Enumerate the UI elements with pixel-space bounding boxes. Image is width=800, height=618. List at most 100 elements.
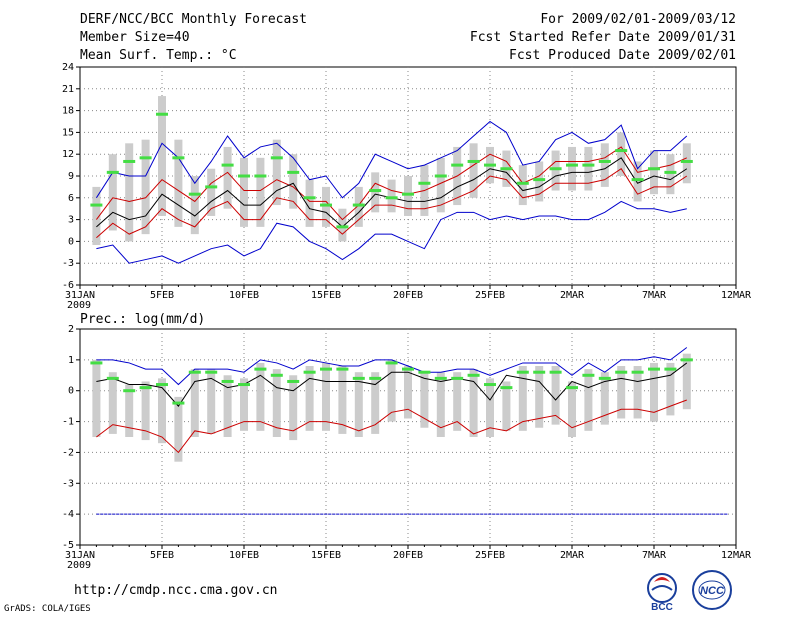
spread-box (223, 375, 232, 437)
spread-box (486, 378, 494, 437)
y-tick-label: -4 (62, 509, 74, 520)
spread-box (371, 372, 380, 434)
spread-box (322, 362, 330, 431)
spread-box (535, 366, 544, 428)
spread-box (305, 366, 314, 431)
bcc-logo: BCC (647, 573, 677, 613)
x-tick-label: 20FEB (393, 290, 423, 301)
y-tick-label: -3 (62, 258, 74, 269)
x-tick-label: 15FEB (311, 550, 341, 561)
spread-box (404, 176, 412, 216)
spread-box (568, 381, 576, 437)
spread-box (568, 146, 576, 191)
y-tick-label: 6 (68, 193, 74, 204)
y-tick-label: 2 (68, 324, 74, 335)
y-tick-label: -6 (62, 280, 74, 291)
spread-box (354, 372, 363, 437)
series-mean_plus (96, 146, 688, 221)
forecast-period: For 2009/02/01-2009/03/12 (540, 12, 736, 27)
member-size: Member Size=40 (80, 30, 190, 45)
x-tick-label: 31JAN (65, 290, 95, 301)
spread-box (551, 366, 560, 425)
spread-box (387, 179, 396, 213)
spread-box (256, 362, 265, 431)
source-url[interactable]: http://cmdp.ncc.cma.gov.cn (74, 583, 278, 598)
x-tick-label: 2MAR (560, 290, 585, 301)
spread-box (158, 96, 166, 216)
y-tick-label: 24 (62, 62, 74, 73)
series-max (95, 120, 688, 199)
spread-box (108, 154, 117, 231)
spread-box (551, 150, 560, 191)
spread-box (289, 154, 298, 209)
spread-box (535, 161, 544, 202)
year-label: 2009 (67, 560, 91, 571)
spread-box (305, 179, 314, 227)
spread-box (354, 186, 363, 227)
x-tick-label: 20FEB (393, 550, 423, 561)
ncc-logo: NCC (692, 570, 732, 610)
x-tick-label: 10FEB (229, 290, 259, 301)
spread-box (518, 366, 527, 431)
x-tick-label: 2MAR (560, 550, 585, 561)
x-tick-label: 7MAR (642, 550, 667, 561)
y-tick-label: 15 (62, 127, 74, 138)
y-tick-label: 18 (62, 106, 74, 117)
series-min (96, 200, 687, 264)
series-mean (96, 362, 688, 407)
spread-box (600, 372, 609, 425)
chart-title: DERF/NCC/BCC Monthly Forecast (80, 12, 307, 27)
spread-box (240, 378, 248, 431)
forecast-started: Fcst Started Refer Date 2009/01/31 (469, 30, 736, 45)
spread-box (174, 396, 183, 462)
spread-box (420, 372, 429, 428)
spread-box (108, 372, 117, 434)
spread-box (666, 362, 675, 416)
spread-box (240, 157, 248, 227)
spread-box (223, 146, 232, 209)
spread-box (682, 143, 691, 184)
spread-box (404, 366, 412, 419)
bcc-logo-text: BCC (651, 602, 673, 613)
spread-box (682, 353, 691, 410)
spread-box (650, 150, 658, 195)
ncc-logo-text: NCC (700, 585, 725, 597)
spread-box (502, 381, 511, 431)
grads-credit: GrADS: COLA/IGES (4, 604, 91, 614)
spread-box (633, 366, 642, 419)
spread-box (190, 176, 199, 235)
spread-box (141, 381, 150, 441)
spread-box (436, 372, 445, 437)
spread-box (207, 168, 216, 216)
forecast-produced: Fcst Produced Date 2009/02/01 (509, 48, 736, 63)
y-tick-label: 3 (68, 215, 74, 226)
spread-box (469, 369, 478, 437)
x-tick-label: 12MAR (721, 290, 752, 301)
spread-box (289, 375, 298, 441)
y-tick-label: -3 (62, 478, 74, 489)
spread-box (141, 139, 150, 235)
spread-box (453, 372, 462, 431)
spread-box (518, 165, 527, 206)
spread-box (158, 378, 166, 444)
y-tick-label: -2 (62, 447, 74, 458)
spread-box (190, 369, 199, 437)
spread-box (650, 362, 658, 422)
y-tick-label: 0 (68, 386, 74, 397)
spread-box (584, 146, 593, 191)
y-tick-label: -1 (62, 417, 74, 428)
spread-box (633, 161, 642, 202)
x-tick-label: 10FEB (229, 550, 259, 561)
spread-box (207, 369, 216, 434)
spread-box (256, 157, 265, 227)
variable-label: Mean Surf. Temp.: °C (80, 48, 237, 63)
series-min (96, 399, 687, 454)
spread-box (617, 132, 626, 176)
spread-box (338, 208, 347, 242)
spread-box (600, 143, 609, 187)
y-tick-label: -5 (62, 540, 74, 551)
spread-box (322, 186, 330, 227)
spread-box (272, 139, 281, 206)
y-tick-label: 9 (68, 171, 74, 182)
